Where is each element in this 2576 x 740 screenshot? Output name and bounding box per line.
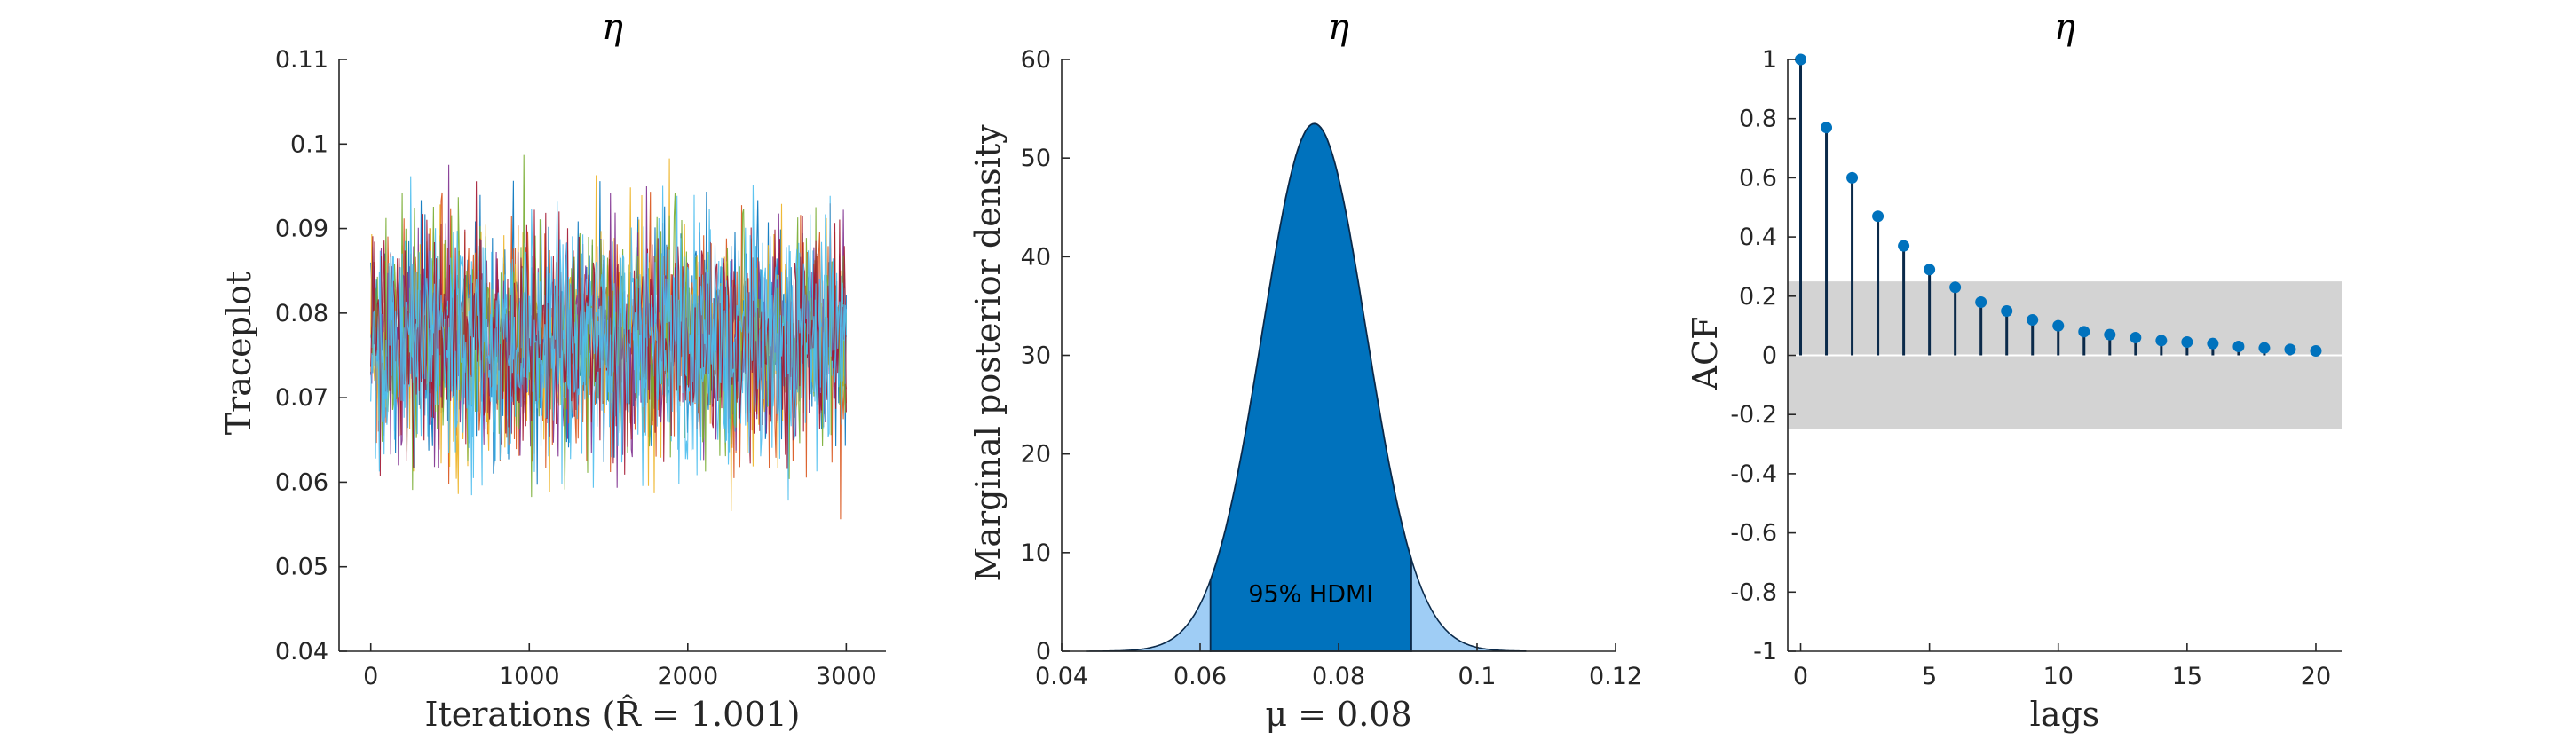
acf-point (2104, 328, 2116, 341)
density-axes: 0 10 20 30 40 50 60 0.04 0.06 0.08 0.1 0.12 (1021, 46, 1642, 690)
traceplot-y-tick-label: 0.05 (275, 554, 328, 581)
density-y-tick-label: 60 (1021, 46, 1051, 74)
traceplot-x-tick-label: 3000 (816, 663, 877, 690)
traceplot-y-tick-label: 0.09 (275, 216, 328, 243)
acf-y-tick-label: 0.4 (1739, 224, 1777, 251)
acf-point (1924, 264, 1936, 276)
density-x-tick-label: 0.12 (1589, 663, 1642, 690)
acf-y-tick-label: 0.6 (1739, 164, 1777, 192)
acf-point (2130, 331, 2142, 343)
density-title: η (1328, 7, 1349, 48)
density-y-tick-label: 30 (1021, 342, 1051, 370)
acf-y-tick-label: -0.4 (1730, 461, 1777, 488)
acf-point (2078, 326, 2090, 338)
acf-point (1821, 122, 1833, 134)
density-x-tick-label: 0.1 (1458, 663, 1497, 690)
traceplot-y-tick-label: 0.04 (275, 638, 328, 665)
density-x-tick-label: 0.06 (1173, 663, 1227, 690)
acf-x-tick-label: 10 (2043, 663, 2074, 690)
traceplot-y-tick-label: 0.08 (275, 300, 328, 327)
traceplot-x-tick-label: 0 (363, 663, 378, 690)
acf-point (1795, 53, 1807, 66)
hdmi-annotation: 95% HDMI (1248, 580, 1373, 608)
density-ylabel: Marginal posterior density (968, 124, 1007, 582)
traceplot-ylabel: Traceplot (219, 272, 258, 436)
acf-y-tick-label: -1 (1753, 638, 1777, 665)
density-y-tick-label: 20 (1021, 441, 1051, 468)
acf-y-tick-label: -0.8 (1730, 579, 1777, 606)
acf-title: η (2054, 7, 2075, 48)
traceplot-y-tick-label: 0.1 (290, 130, 328, 158)
acf-point (2258, 342, 2271, 354)
acf-point (2027, 313, 2039, 326)
traceplot-y-tick-label: 0.07 (275, 384, 328, 412)
density-y-tick-label: 10 (1021, 539, 1051, 567)
acf-panel: η -1-0.8-0.6-0.4-0.200.20.40.60.810 5 10 15… (1686, 7, 2342, 734)
traceplot-x-tick-label: 2000 (657, 663, 718, 690)
acf-point (2310, 344, 2322, 357)
traceplot-x-tick-label: 1000 (499, 663, 560, 690)
acf-point (1846, 171, 1859, 184)
density-hdmi-region (1209, 122, 1412, 652)
traceplot-panel: η 0.04 0.05 0.06 0.07 0.08 0.09 0.1 0.11 0 1000 20… (219, 7, 886, 734)
density-y-tick-label: 50 (1021, 145, 1051, 172)
acf-point (2207, 337, 2219, 350)
acf-point (2232, 340, 2245, 352)
traceplot-axes: 0.04 0.05 0.06 0.07 0.08 0.09 0.1 0.11 0 1000 2000… (275, 46, 886, 690)
acf-axes: -1-0.8-0.6-0.4-0.200.20.40.60.810 5 10 15 20 (1730, 46, 2342, 690)
acf-point (2052, 319, 2065, 332)
acf-y-tick-label: -0.6 (1730, 520, 1777, 547)
acf-point (2155, 335, 2168, 347)
acf-point (1975, 295, 1987, 308)
acf-point (1872, 210, 1885, 223)
acf-xlabel: lags (2030, 695, 2100, 734)
acf-point (2001, 304, 2013, 317)
acf-ylabel: ACF (1686, 317, 1725, 391)
acf-y-tick-label: -0.2 (1730, 401, 1777, 429)
traceplot-chains (370, 154, 847, 520)
acf-stems (1788, 53, 2342, 429)
acf-y-tick-label: 0.2 (1739, 283, 1777, 311)
acf-x-tick-label: 15 (2172, 663, 2202, 690)
acf-x-tick-label: 0 (1793, 663, 1808, 690)
traceplot-y-tick-label: 0.11 (275, 46, 328, 74)
density-x-tick-label: 0.04 (1035, 663, 1088, 690)
traceplot-y-tick-label: 0.06 (275, 468, 328, 496)
acf-point (2284, 343, 2296, 356)
trace-chain-8 (370, 185, 847, 486)
acf-point (1898, 240, 1910, 252)
acf-x-tick-label: 5 (1922, 663, 1937, 690)
acf-y-tick-label: 0 (1762, 342, 1777, 370)
acf-point (2181, 335, 2193, 348)
density-y-tick-label: 0 (1036, 638, 1051, 665)
density-left-tail (1086, 579, 1212, 652)
acf-y-tick-label: 1 (1762, 46, 1777, 74)
density-xlabel: μ = 0.08 (1265, 695, 1411, 734)
density-areas (1086, 122, 1527, 652)
density-x-tick-label: 0.08 (1312, 663, 1365, 690)
acf-y-tick-label: 0.8 (1739, 106, 1777, 133)
acf-x-tick-label: 20 (2301, 663, 2331, 690)
density-right-tail (1410, 558, 1527, 652)
traceplot-title: η (602, 7, 623, 48)
density-y-tick-label: 40 (1021, 243, 1051, 271)
acf-point (1949, 281, 1962, 294)
traceplot-xlabel: Iterations (R̂ = 1.001) (425, 695, 801, 734)
